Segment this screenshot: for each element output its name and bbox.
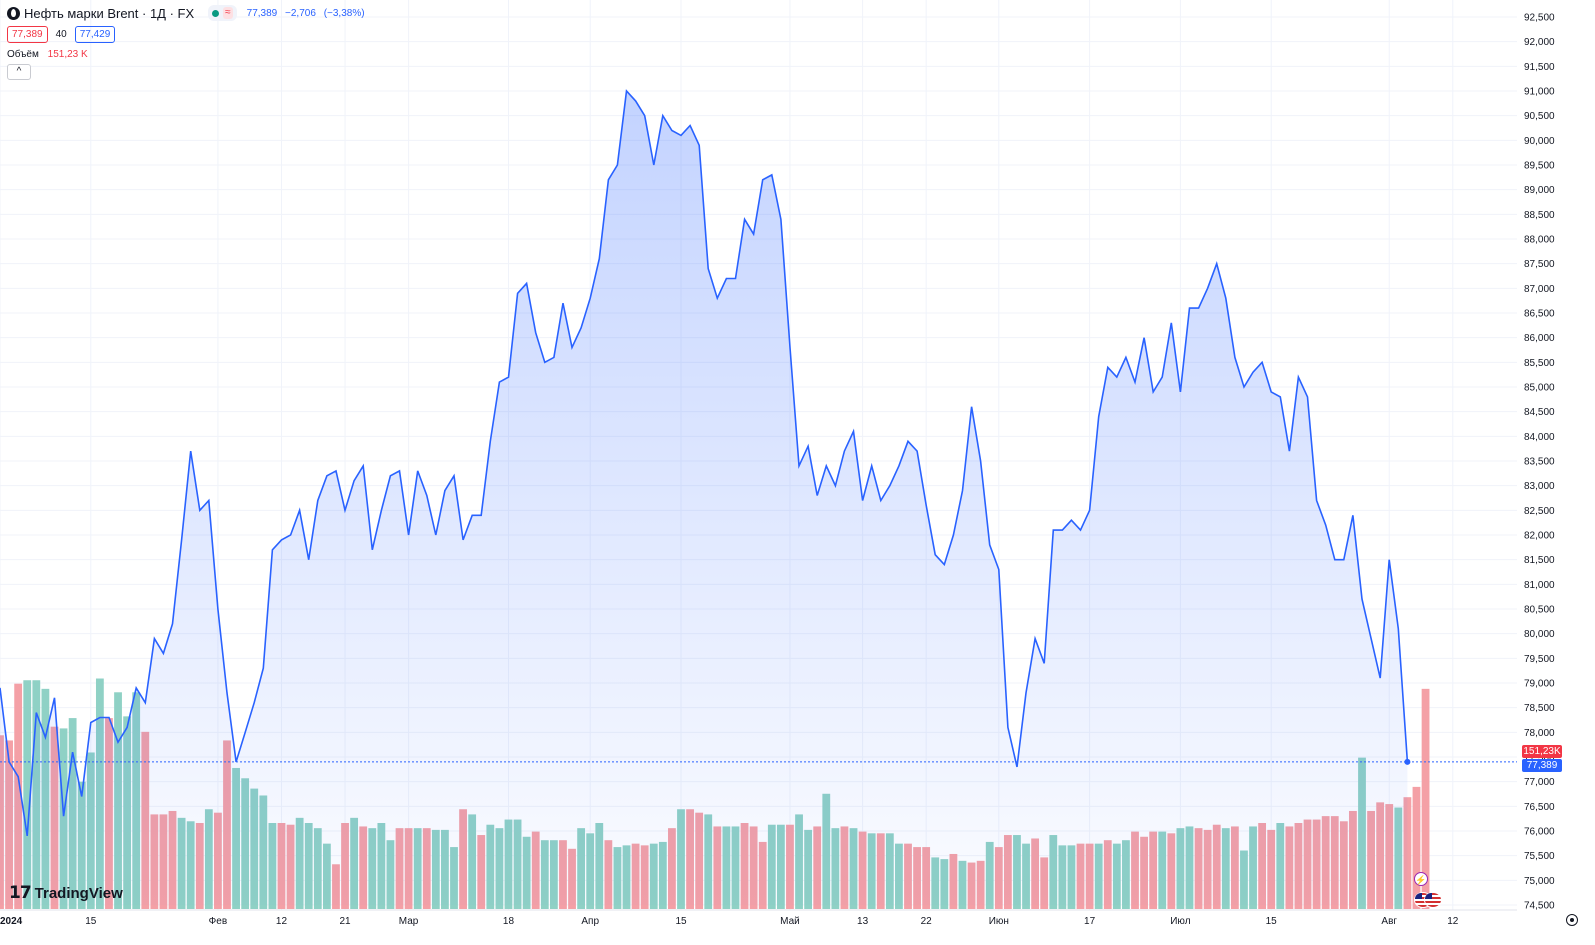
- y-tick-label: 84,500: [1524, 407, 1555, 418]
- y-tick-label: 79,000: [1524, 679, 1555, 690]
- y-tick-label: 79,500: [1524, 654, 1555, 665]
- x-tick-label: Июн: [989, 916, 1009, 927]
- y-tick-label: 91,000: [1524, 87, 1555, 98]
- x-tick-label: 18: [503, 916, 515, 927]
- lightning-event-icon[interactable]: ⚡: [1414, 872, 1428, 886]
- y-tick-label: 76,000: [1524, 827, 1555, 838]
- x-tick-label: Июл: [1170, 916, 1190, 927]
- y-tick-label: 83,000: [1524, 481, 1555, 492]
- y-tick-label: 75,500: [1524, 851, 1555, 862]
- tradingview-logo-icon: 𝟭𝟳: [9, 883, 32, 902]
- y-tick-label: 85,000: [1524, 383, 1555, 394]
- price-tag: 77,389: [1522, 759, 1562, 772]
- sell-button[interactable]: 77,389: [7, 26, 48, 43]
- price-axis[interactable]: 92,500 92,000 91,500 91,000 90,500 90,000 89,5…: [1524, 13, 1555, 912]
- chevron-up-icon: ^: [16, 66, 22, 77]
- y-tick-label: 88,500: [1524, 210, 1555, 221]
- price-area: [0, 91, 1408, 905]
- market-status[interactable]: ≈: [208, 5, 237, 21]
- y-tick-label: 86,500: [1524, 309, 1555, 320]
- y-tick-label: 82,000: [1524, 531, 1555, 542]
- y-tick-label: 90,000: [1524, 136, 1555, 147]
- volume-label[interactable]: Объём: [7, 49, 39, 60]
- y-tick-label: 77,000: [1524, 777, 1555, 788]
- last-price: 77,389: [246, 7, 278, 19]
- y-tick-label: 78,000: [1524, 728, 1555, 739]
- symbol-title[interactable]: Нефть марки Brent · 1Д · FX: [24, 5, 195, 21]
- quote-values: 77,389 −2,706 (−3,38%): [247, 8, 370, 19]
- x-tick-label: 15: [1266, 916, 1278, 927]
- us-flag-event-icon-2[interactable]: [1424, 892, 1442, 908]
- approx-icon: ≈: [223, 7, 233, 19]
- volume-bar: [1412, 786, 1421, 909]
- x-tick-label: 13: [857, 916, 869, 927]
- x-tick-label: 22: [921, 916, 933, 927]
- x-tick-label: 21: [339, 916, 351, 927]
- x-tick-label: Фев: [209, 916, 227, 927]
- y-tick-label: 80,500: [1524, 605, 1555, 616]
- x-tick-label: Апр: [581, 916, 599, 927]
- brent-oil-icon: [7, 6, 20, 20]
- volume-bar: [23, 680, 32, 909]
- y-tick-label: 83,500: [1524, 457, 1555, 468]
- y-tick-label: 77,500: [1524, 753, 1555, 764]
- y-tick-label: 87,500: [1524, 259, 1555, 270]
- buy-button[interactable]: 77,429: [74, 26, 116, 43]
- y-tick-label: 92,500: [1524, 13, 1555, 24]
- volume-bar: [1421, 688, 1430, 909]
- y-tick-label: 84,000: [1524, 432, 1555, 443]
- y-tick-label: 80,000: [1524, 629, 1555, 640]
- y-tick-label: 89,500: [1524, 161, 1555, 172]
- y-tick-label: 90,500: [1524, 111, 1555, 122]
- x-tick-label: 2024: [0, 916, 23, 927]
- legend: Нефть марки Brent · 1Д · FX ≈ 77,389 −2,…: [7, 4, 370, 80]
- x-tick-label: Мар: [399, 916, 419, 927]
- market-open-icon: [212, 9, 220, 17]
- settings-icon[interactable]: [1566, 914, 1578, 926]
- y-tick-label: 92,000: [1524, 37, 1555, 48]
- volume-value: 151,23 K: [47, 49, 88, 60]
- x-tick-label: 15: [85, 916, 97, 927]
- y-tick-label: 82,500: [1524, 506, 1555, 517]
- y-tick-label: 81,500: [1524, 555, 1555, 566]
- x-tick-label: 12: [1447, 916, 1459, 927]
- price-change-pct: (−3,38%): [323, 7, 365, 19]
- y-tick-label: 76,500: [1524, 802, 1555, 813]
- y-tick-label: 78,500: [1524, 703, 1555, 714]
- y-tick-label: 74,500: [1524, 901, 1555, 912]
- x-tick-label: 15: [675, 916, 687, 927]
- y-tick-label: 85,500: [1524, 358, 1555, 369]
- y-tick-label: 91,500: [1524, 62, 1555, 73]
- brand-text: TradingView: [34, 884, 123, 902]
- price-line: [0, 89, 1409, 837]
- y-tick-label: 81,000: [1524, 580, 1555, 591]
- last-price-dot: [1404, 758, 1411, 765]
- time-axis[interactable]: 2024 15 Фев 12 21 Мар 18 Апр 15 Май 13 22 Июн 17 Июл 15…: [0, 909, 1517, 927]
- price-change: −2,706: [285, 7, 316, 19]
- y-tick-label: 88,000: [1524, 235, 1555, 246]
- y-tick-label: 86,000: [1524, 333, 1555, 344]
- spread-value: 40: [55, 29, 67, 40]
- x-tick-label: Май: [780, 916, 800, 927]
- y-tick-label: 75,000: [1524, 876, 1555, 887]
- volume-tag: 151,23K: [1522, 745, 1562, 758]
- collapse-legend-button[interactable]: ^: [7, 64, 31, 80]
- volume-legend: Объём 151,23 K: [7, 49, 370, 60]
- tradingview-logo[interactable]: 𝟭𝟳 TradingView: [9, 883, 123, 903]
- y-tick-label: 89,000: [1524, 185, 1555, 196]
- x-tick-label: 12: [276, 916, 288, 927]
- x-tick-label: Авг: [1381, 916, 1397, 927]
- y-tick-label: 87,000: [1524, 284, 1555, 295]
- x-tick-label: 17: [1084, 916, 1096, 927]
